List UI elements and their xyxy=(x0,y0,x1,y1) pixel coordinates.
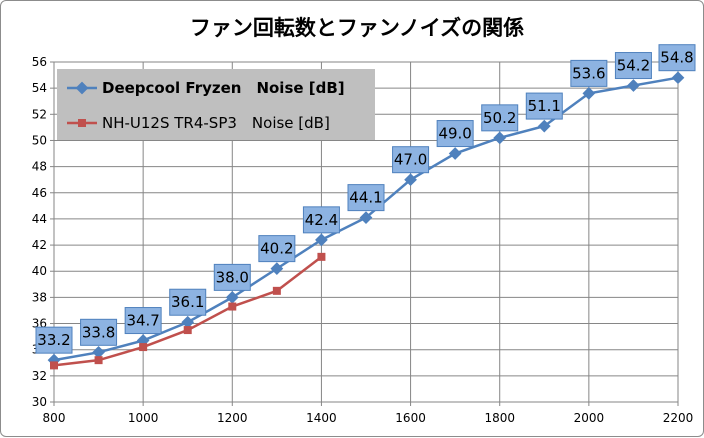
data-label-box-0 xyxy=(35,326,73,354)
x-tick-label-7: 2200 xyxy=(663,411,694,425)
y-tick-label-4: 38 xyxy=(32,290,47,304)
data-label-0: 33.2 xyxy=(37,331,70,349)
y-tick-label-11: 52 xyxy=(32,107,47,121)
axis-layer: 3032343638404244464850525456800100012001… xyxy=(32,55,694,425)
data-label-box-9 xyxy=(436,120,474,148)
y-tick-label-7: 44 xyxy=(32,212,47,226)
series-0-point-3 xyxy=(181,315,195,329)
x-tick-label-0: 800 xyxy=(43,411,66,425)
data-label-box-3 xyxy=(169,288,207,316)
data-label-13: 54.2 xyxy=(617,57,650,75)
series-1-point-2 xyxy=(139,343,148,352)
series-0-point-8 xyxy=(404,173,417,187)
y-tick-label-8: 46 xyxy=(32,186,47,200)
series-1-point-6 xyxy=(317,252,326,261)
data-label-2: 34.7 xyxy=(126,312,159,330)
data-label-box-7 xyxy=(347,184,385,212)
chart-title: ファン回転数とファンノイズの関係 xyxy=(190,16,524,40)
series-1-point-3 xyxy=(183,326,192,335)
data-label-box-14 xyxy=(658,44,696,72)
data-label-box-5 xyxy=(258,235,296,263)
y-tick-label-9: 48 xyxy=(32,160,47,174)
x-tick-label-2: 1200 xyxy=(217,411,248,425)
series-0-point-7 xyxy=(359,211,373,224)
data-label-1: 33.8 xyxy=(82,323,115,341)
x-tick-label-5: 1800 xyxy=(484,411,515,425)
data-label-box-13 xyxy=(614,52,652,80)
series-1-point-1 xyxy=(94,356,103,365)
data-label-10: 50.2 xyxy=(483,109,516,127)
series-layer xyxy=(47,71,685,370)
data-label-7: 44.1 xyxy=(349,189,382,207)
data-label-box-1 xyxy=(80,318,118,346)
series-1-point-5 xyxy=(272,286,281,295)
series-1-point-0 xyxy=(50,361,58,370)
data-label-12: 53.6 xyxy=(572,64,605,82)
data-label-box-6 xyxy=(302,206,340,234)
y-tick-label-0: 30 xyxy=(32,395,47,409)
series-0-point-1 xyxy=(92,345,105,359)
legend-entry-deepcool: Deepcool Fryzen Noise [dB] xyxy=(102,79,345,97)
legend-swatch-marker-1 xyxy=(78,119,86,127)
data-label-box-12 xyxy=(570,59,608,87)
y-tick-label-10: 50 xyxy=(32,133,47,147)
legend-entry-noctua: NH-U12S TR4-SP3 Noise [dB] xyxy=(102,114,330,132)
legend: Deepcool Fryzen Noise [dB] NH-U12S TR4-S… xyxy=(57,69,375,140)
series-0-point-9 xyxy=(448,147,462,160)
series-1-point-4 xyxy=(228,302,237,311)
data-label-5: 40.2 xyxy=(260,240,293,258)
data-label-6: 42.4 xyxy=(305,211,338,229)
y-tick-label-13: 56 xyxy=(32,55,47,69)
data-label-layer: 33.2 33.8 34.7 36.1 38.0 40.2 42.4 44.1 47.0 49.0… xyxy=(35,44,696,354)
data-label-4: 38.0 xyxy=(216,268,249,286)
y-tick-label-5: 40 xyxy=(32,264,47,278)
series-0-point-5 xyxy=(270,262,284,275)
data-label-box-10 xyxy=(481,104,519,132)
data-label-3: 36.1 xyxy=(171,293,204,311)
data-label-box-8 xyxy=(392,146,430,174)
series-0-point-4 xyxy=(225,291,239,304)
y-tick-label-1: 32 xyxy=(32,369,47,383)
data-label-box-2 xyxy=(124,307,162,335)
x-tick-label-3: 1400 xyxy=(306,411,337,425)
series-0-point-6 xyxy=(315,233,328,247)
data-label-box-11 xyxy=(525,92,563,120)
data-label-14: 54.8 xyxy=(660,49,693,67)
data-label-9: 49.0 xyxy=(438,125,471,143)
data-label-box-4 xyxy=(213,263,251,291)
data-label-11: 51.1 xyxy=(528,97,561,115)
x-tick-label-1: 1000 xyxy=(128,411,159,425)
legend-box xyxy=(57,69,375,140)
x-tick-label-6: 2000 xyxy=(574,411,605,425)
data-label-8: 47.0 xyxy=(394,151,427,169)
y-tick-label-12: 54 xyxy=(32,81,47,95)
y-tick-label-6: 42 xyxy=(32,238,47,252)
x-tick-label-4: 1600 xyxy=(395,411,426,425)
series-0-point-10 xyxy=(493,131,507,145)
